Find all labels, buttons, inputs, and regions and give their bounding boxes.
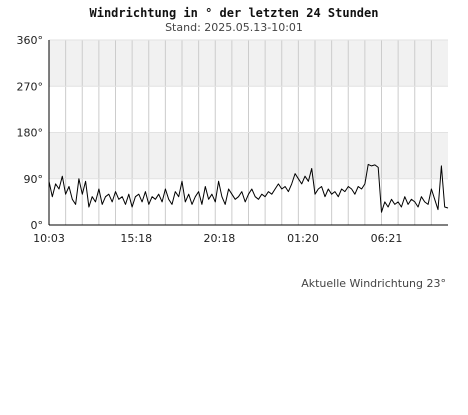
x-tick-label: 01:20 (287, 232, 319, 245)
chart-title: Windrichtung in ° der letzten 24 Stunden (89, 6, 379, 20)
y-tick-label: 270° (17, 80, 44, 93)
y-tick-label: 180° (17, 127, 44, 140)
y-tick-label: 360° (17, 34, 44, 47)
chart-subtitle: Stand: 2025.05.13-10:01 (165, 21, 303, 34)
y-tick-label: 90° (24, 173, 44, 186)
x-tick-label: 15:18 (120, 232, 152, 245)
current-wind-direction: Aktuelle Windrichtung 23° (301, 277, 446, 290)
x-tick-label: 06:21 (371, 232, 403, 245)
x-tick-label: 10:03 (33, 232, 65, 245)
x-tick-label: 20:18 (204, 232, 236, 245)
wind-direction-series-line (48, 163, 449, 213)
y-tick-label: 0° (31, 219, 44, 232)
